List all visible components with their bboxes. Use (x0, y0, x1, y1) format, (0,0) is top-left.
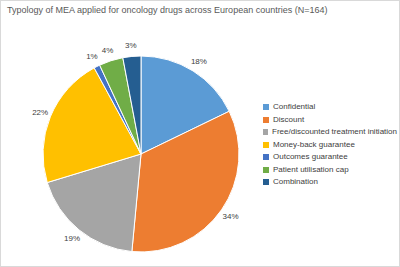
html-text:Discount: Discount (273, 114, 305, 124)
html-text:Free/discounted treatment init: Free/discounted treatment initiation (272, 127, 397, 136)
html-text:Patient utilisation cap: Patient utilisation cap (273, 164, 349, 174)
svg-text:19%: 19% (64, 234, 80, 243)
svg-text:34%: 34% (223, 212, 239, 221)
html-text:Money-back guarantee: Money-back guarantee (273, 139, 355, 149)
svg-text:4%: 4% (102, 46, 114, 55)
svg-text:22%: 22% (32, 108, 48, 117)
svg-text:18%: 18% (191, 57, 207, 66)
svg-text:3%: 3% (125, 41, 137, 50)
html-text:Typology of MEA applied for on: Typology of MEA applied for oncology dru… (7, 5, 328, 15)
html-text:Combination: Combination (273, 177, 318, 186)
html-text:Confidential: Confidential (273, 102, 316, 111)
svg-text:1%: 1% (86, 52, 98, 61)
html-text:Outcomes guarantee: Outcomes guarantee (273, 152, 348, 161)
